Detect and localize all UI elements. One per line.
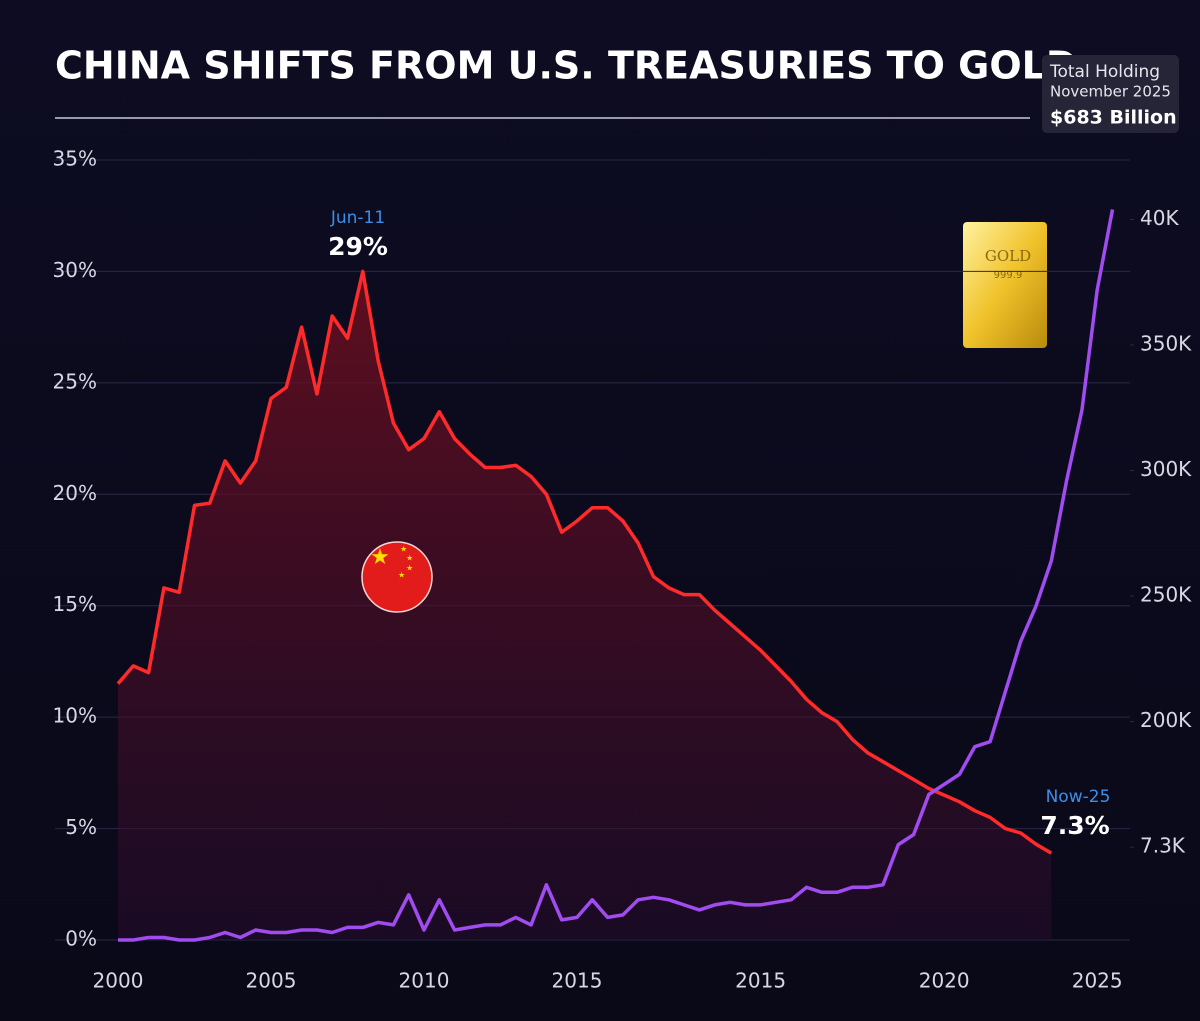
y-tick-label: 25%: [53, 369, 97, 393]
gold-bar-body: [963, 222, 1047, 348]
x-tick-label: 2015: [735, 969, 786, 993]
x-tick-label: 2000: [93, 969, 144, 993]
annotation-value: 7.3%: [1040, 811, 1109, 840]
info-date: November 2025: [1050, 83, 1171, 101]
flag-field: [362, 542, 432, 612]
y-tick-label: 35%: [53, 147, 97, 171]
plot: 0% 5% 10% 15% 20% 25% 30% 35% 7.3K 200K 250K 300K 35…: [53, 147, 1193, 993]
line: [118, 209, 1115, 942]
y2-tick-label: 250K: [1140, 583, 1192, 607]
info-box: Total Holding November 2025 $683 Billion: [1042, 55, 1179, 133]
flag-star: ★: [400, 545, 407, 554]
y2-tick-label: 40K: [1140, 206, 1179, 230]
x-tick-label: 2005: [246, 969, 297, 993]
x-tick-label: 2020: [919, 969, 970, 993]
y-tick-label: 20%: [53, 481, 97, 505]
x-tick-label: 2025: [1072, 969, 1123, 993]
y2-tick-label: 350K: [1140, 332, 1192, 356]
annotation-date: Jun-11: [330, 208, 385, 228]
china-flag: ★ ★ ★ ★ ★: [361, 541, 433, 613]
gold-word: GOLD: [985, 247, 1031, 265]
y-tick-label: 30%: [53, 258, 97, 282]
info-amount: $683 Billion: [1050, 107, 1177, 129]
gold-bar: GOLD 999.9: [963, 222, 1047, 348]
flag-star: ★: [406, 564, 413, 573]
annotation-value: 29%: [328, 232, 388, 261]
gold-purity: 999.9: [994, 270, 1023, 281]
flag-star: ★: [406, 554, 413, 563]
y-tick-label: 5%: [65, 815, 97, 839]
y2-tick-label: 200K: [1140, 708, 1192, 732]
flag-star: ★: [398, 571, 405, 580]
flag-ring: [361, 541, 433, 613]
y2-tick-label: 300K: [1140, 457, 1192, 481]
info-box-bg: [1042, 55, 1179, 133]
x-tick-label: 2010: [399, 969, 450, 993]
x-tick-label: 2015: [552, 969, 603, 993]
y-tick-label: 10%: [53, 704, 97, 728]
annotation-date: Now-25: [1046, 787, 1111, 807]
y-tick-label: 15%: [53, 592, 97, 616]
y-tick-label: 0%: [65, 927, 97, 951]
chart-title: CHINA SHIFTS FROM U.S. TREASURIES TO GOL…: [55, 44, 1077, 88]
flag-star: ★: [370, 545, 390, 570]
line: [116, 269, 1053, 855]
y2-tick-label: 7.3K: [1140, 834, 1186, 858]
info-heading: Total Holding: [1049, 62, 1160, 82]
area: [118, 271, 1052, 940]
